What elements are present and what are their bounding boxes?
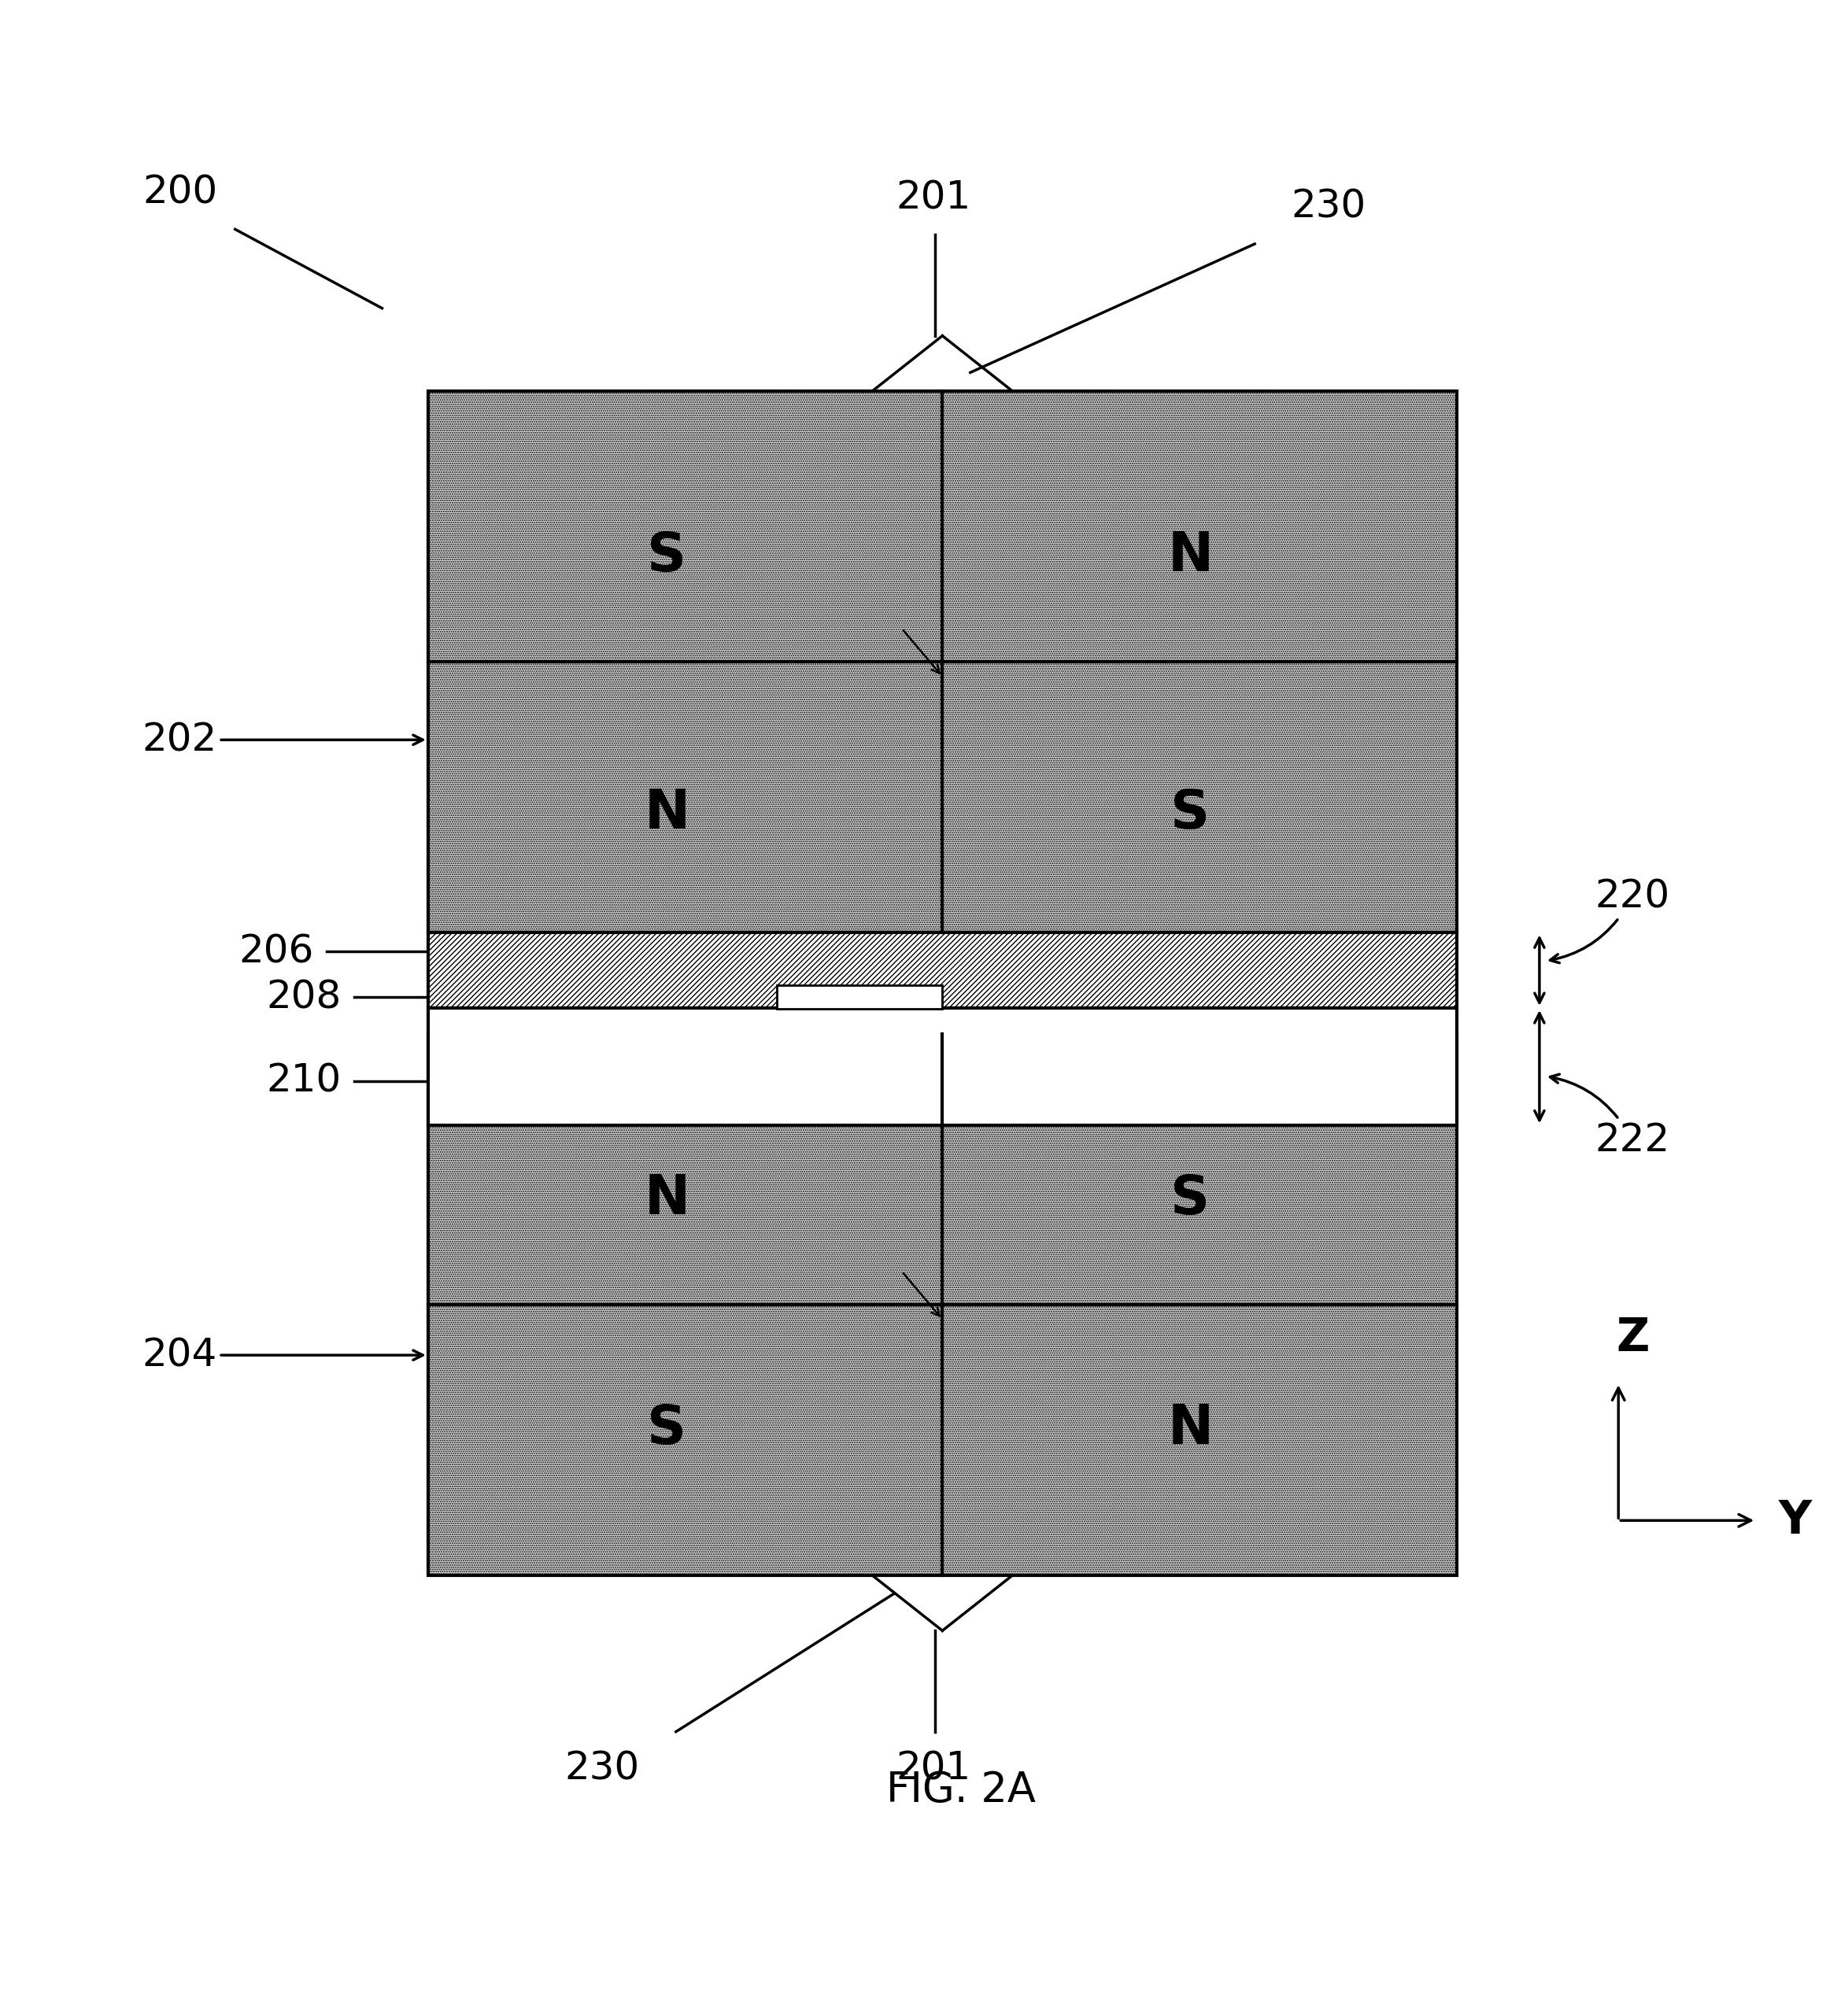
Text: 230: 230 <box>1292 187 1366 225</box>
Text: 206: 206 <box>238 933 314 971</box>
Text: 204: 204 <box>142 1336 423 1374</box>
Text: N: N <box>1168 530 1214 582</box>
Text: 230: 230 <box>564 1751 639 1789</box>
Text: N: N <box>1168 1402 1214 1456</box>
Text: 201: 201 <box>896 179 970 217</box>
Bar <box>429 391 1456 933</box>
Bar <box>429 1009 1456 1125</box>
Text: 220: 220 <box>1550 877 1669 963</box>
Text: 200: 200 <box>142 173 218 211</box>
Text: S: S <box>1170 1172 1210 1226</box>
Text: Z: Z <box>1617 1316 1650 1360</box>
Text: 208: 208 <box>266 979 342 1015</box>
Text: 210: 210 <box>266 1063 342 1101</box>
Text: S: S <box>647 1402 687 1456</box>
Text: N: N <box>643 1172 689 1226</box>
Bar <box>429 933 1456 1009</box>
Text: S: S <box>1170 788 1210 839</box>
Text: S: S <box>647 530 687 582</box>
Text: Y: Y <box>1778 1497 1811 1543</box>
Bar <box>429 1033 1456 1575</box>
Text: FIG. 2A: FIG. 2A <box>885 1771 1035 1811</box>
Bar <box>776 985 942 1009</box>
Text: 202: 202 <box>142 722 423 760</box>
Text: 201: 201 <box>896 1751 970 1789</box>
Text: 222: 222 <box>1550 1075 1669 1159</box>
Text: N: N <box>643 788 689 839</box>
